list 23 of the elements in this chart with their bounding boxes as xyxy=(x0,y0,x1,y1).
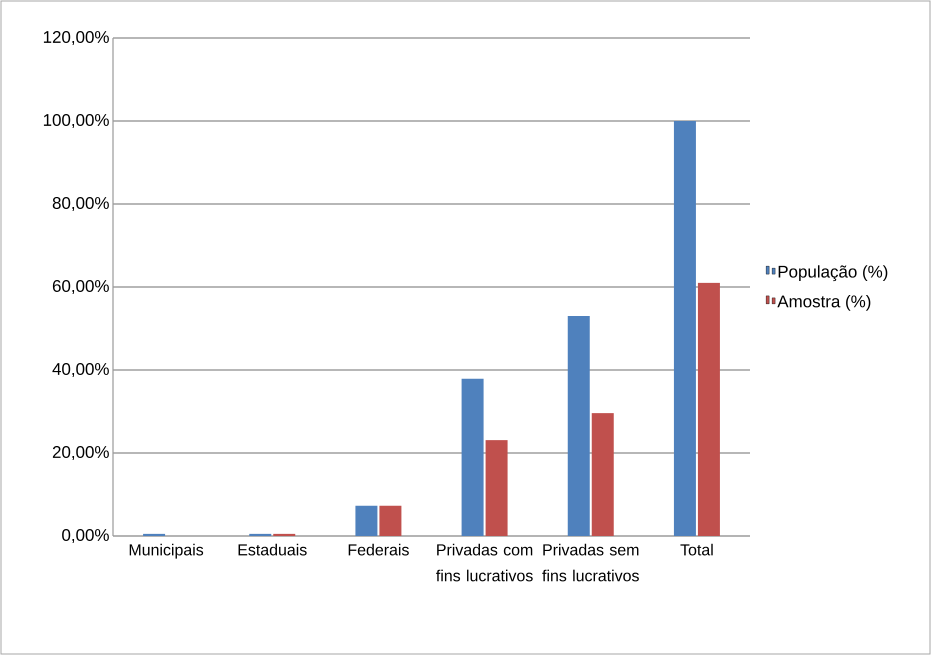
y-tick-label: 80,00% xyxy=(52,197,109,211)
y-tick-label: 40,00% xyxy=(52,363,109,377)
bar xyxy=(379,506,402,536)
y-tick-label: 120,00% xyxy=(44,30,109,45)
x-tick-label: Federais xyxy=(348,544,409,556)
bar xyxy=(568,316,590,536)
legend-label: População (%) xyxy=(778,265,888,282)
legend-label: Amostra (%) xyxy=(777,294,870,311)
y-tick-label: 0,00% xyxy=(62,529,109,543)
y-tick-label: 60,00% xyxy=(52,280,109,294)
bar xyxy=(674,120,696,536)
x-tick-label: Privadas sem fins lucrativos xyxy=(542,544,639,582)
bar xyxy=(592,413,614,536)
bar xyxy=(462,378,484,536)
bar xyxy=(486,440,508,536)
bar xyxy=(698,282,720,536)
x-tick-label: Total xyxy=(680,544,713,556)
x-tick-label: Privadas com fins lucrativos xyxy=(436,544,533,582)
y-tick-label: 100,00% xyxy=(44,114,109,128)
bar xyxy=(355,506,378,536)
x-tick-label: Estaduais xyxy=(238,544,307,556)
x-tick-label: Municipais xyxy=(130,544,204,559)
y-tick-label: 20,00% xyxy=(52,446,109,460)
